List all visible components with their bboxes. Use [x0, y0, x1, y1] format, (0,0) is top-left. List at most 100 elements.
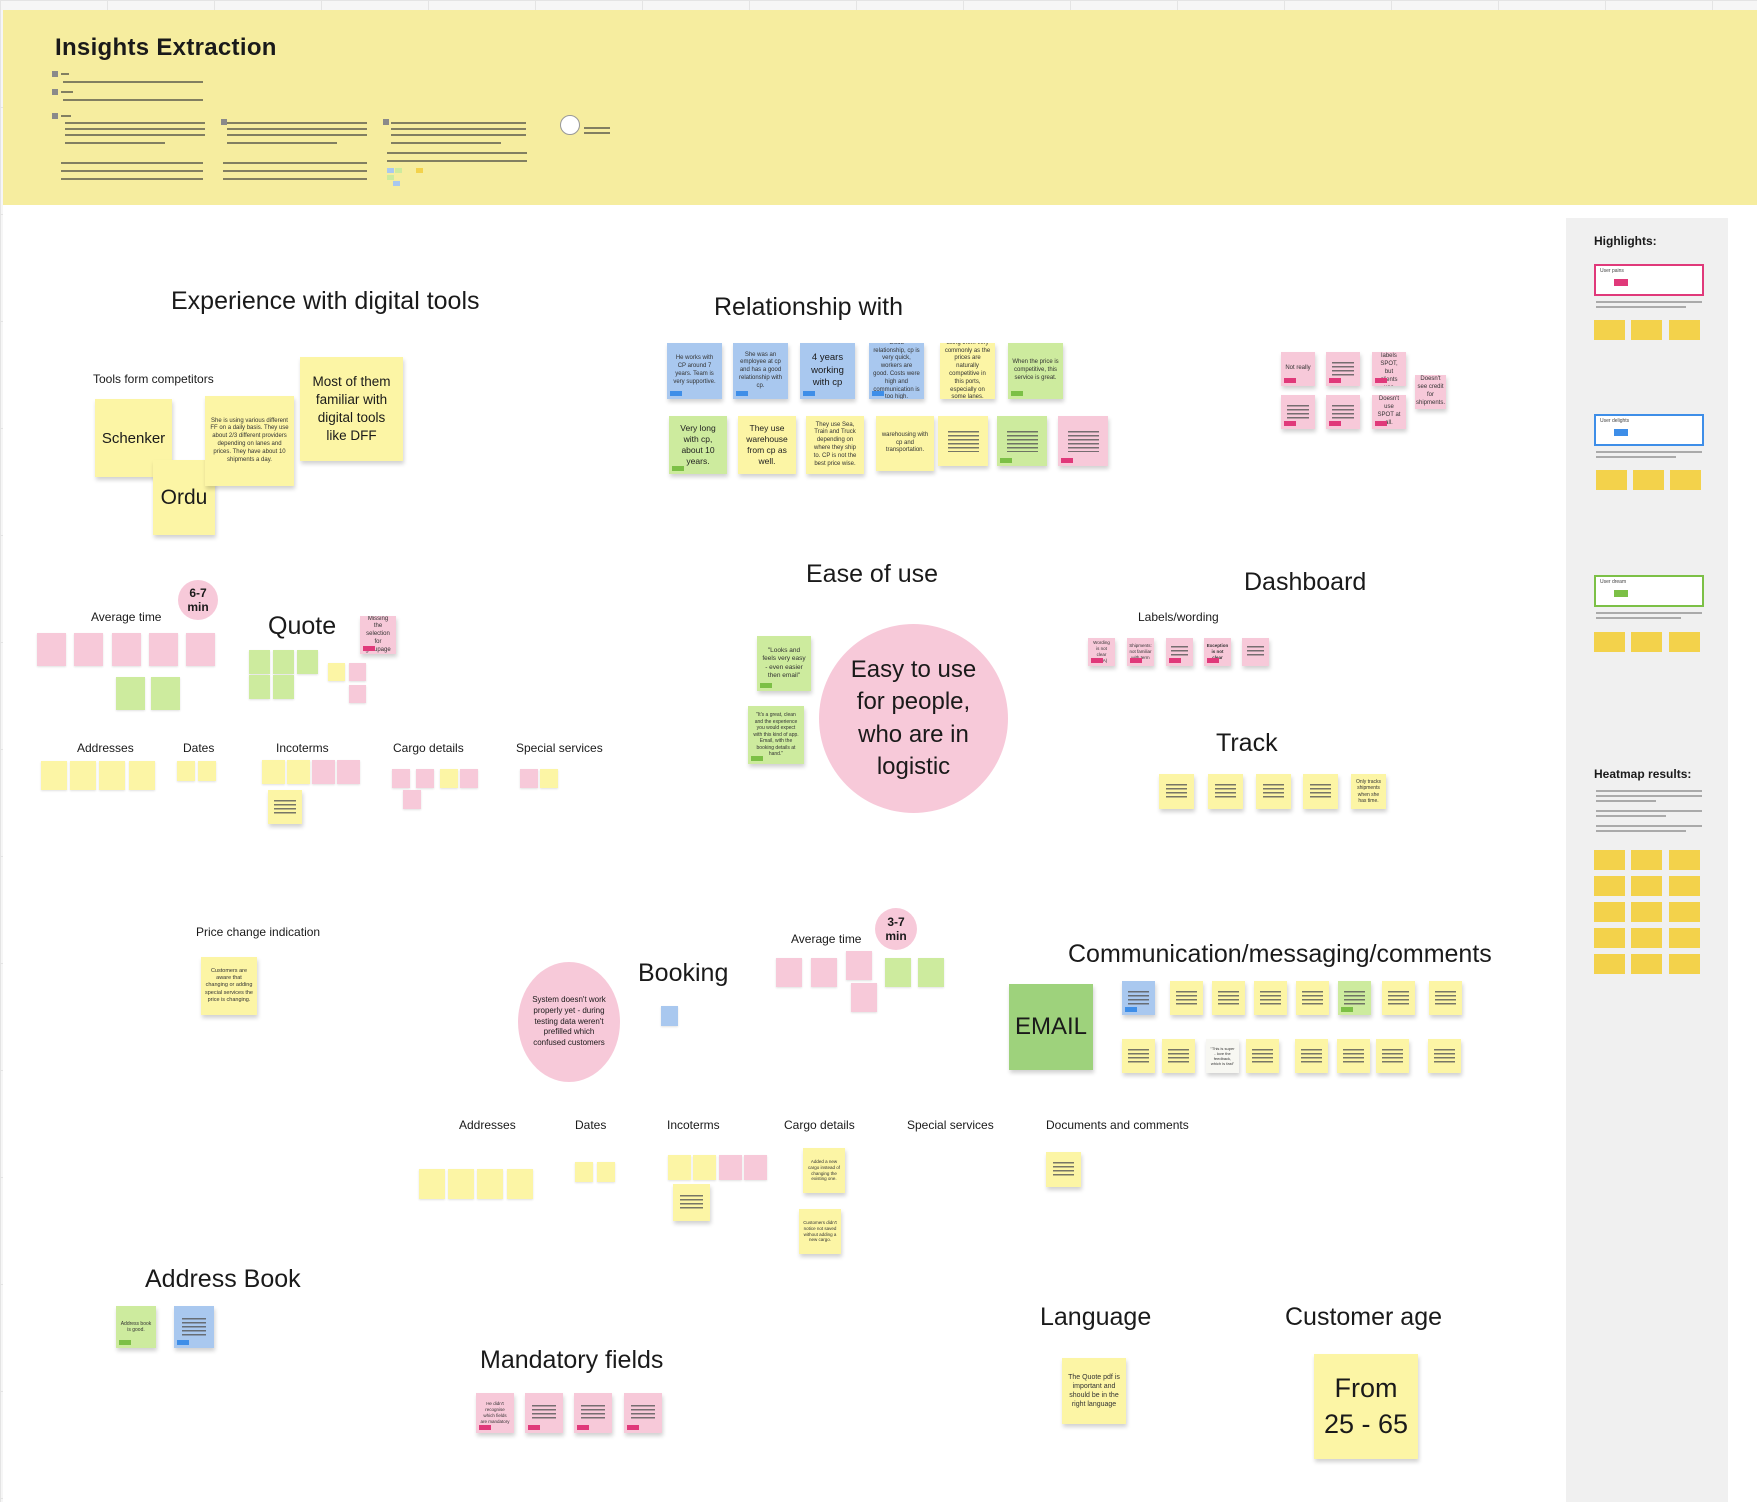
communication-sticky[interactable]	[1254, 981, 1287, 1015]
communication-sticky[interactable]	[1338, 981, 1371, 1015]
dashboard-sticky[interactable]: Wording is not clear (ETA)	[1088, 638, 1115, 666]
quote-address-sticky[interactable]	[129, 761, 155, 790]
booking-documents-note[interactable]	[1046, 1152, 1081, 1187]
quote-special-sticky[interactable]	[540, 769, 558, 788]
communication-sticky[interactable]	[1122, 981, 1155, 1015]
quote-sticky[interactable]	[273, 675, 294, 699]
communication-sticky[interactable]	[1170, 981, 1203, 1015]
mandatory-sticky[interactable]	[574, 1393, 612, 1433]
communication-sticky[interactable]	[1428, 1039, 1461, 1073]
heatmap-sticky[interactable]	[1669, 902, 1700, 922]
booking-time-sticky[interactable]	[918, 958, 944, 987]
sticky-relationship[interactable]: They use warehouse from cp as well.	[738, 416, 796, 474]
header-banner[interactable]: Insights Extraction	[3, 10, 1757, 205]
communication-sticky[interactable]	[1337, 1039, 1370, 1073]
sticky-unlabeled[interactable]: Not labels SPOT, but clients use	[1372, 352, 1406, 386]
communication-sticky[interactable]	[1429, 981, 1462, 1015]
highlight-card-delights[interactable]: User delights	[1594, 414, 1704, 446]
track-sticky[interactable]	[1159, 774, 1194, 809]
sticky-unlabeled[interactable]: Not really	[1281, 352, 1315, 386]
sticky-unlabeled[interactable]	[1281, 395, 1315, 429]
heatmap-sticky[interactable]	[1631, 954, 1662, 974]
highlight-sticky[interactable]	[1631, 632, 1662, 652]
heatmap-sticky[interactable]	[1594, 954, 1625, 974]
quote-sticky[interactable]	[249, 650, 270, 674]
sticky-relationship[interactable]: When the price is competitive, this serv…	[1008, 343, 1063, 399]
booking-address-sticky[interactable]	[419, 1169, 445, 1199]
price-change-sticky[interactable]: Customers are aware that changing or add…	[201, 957, 257, 1015]
sticky-email[interactable]: EMAIL	[1009, 984, 1093, 1070]
sticky-schenker[interactable]: Schenker	[95, 399, 172, 477]
booking-cargo-note[interactable]: Customers didn't notice not saved withou…	[799, 1209, 841, 1254]
highlight-sticky[interactable]	[1594, 632, 1625, 652]
quote-sticky[interactable]	[328, 663, 345, 681]
customer-age-sticky[interactable]: From 25 - 65	[1314, 1354, 1418, 1459]
sticky-relationship[interactable]: She was an employee at cp and has a good…	[733, 343, 788, 399]
language-sticky[interactable]: The Quote pdf is important and should be…	[1062, 1358, 1126, 1424]
quote-incoterm-note[interactable]	[268, 790, 302, 824]
heatmap-sticky[interactable]	[1669, 876, 1700, 896]
booking-address-sticky[interactable]	[448, 1169, 474, 1199]
booking-incoterm-sticky[interactable]	[693, 1155, 716, 1180]
track-sticky[interactable]	[1303, 774, 1338, 809]
heatmap-sticky[interactable]	[1669, 928, 1700, 948]
address-book-sticky[interactable]	[174, 1306, 214, 1348]
ease-circle[interactable]: Easy to use for people, who are in logis…	[819, 624, 1008, 813]
quote-address-sticky[interactable]	[41, 761, 67, 790]
sticky-relationship[interactable]: Very long with cp, about 10 years.	[669, 416, 727, 474]
booking-date-sticky[interactable]	[575, 1162, 593, 1182]
communication-sticky[interactable]: "This is super - love the feedback, whic…	[1206, 1039, 1239, 1073]
sticky-relationship[interactable]: They use Sea, Train and Truck depending …	[806, 416, 864, 474]
quote-incoterm-sticky[interactable]	[287, 760, 310, 784]
highlight-sticky[interactable]	[1594, 320, 1625, 340]
quote-incoterm-sticky[interactable]	[262, 760, 285, 784]
mandatory-sticky[interactable]	[525, 1393, 563, 1433]
heatmap-sticky[interactable]	[1631, 850, 1662, 870]
mandatory-sticky[interactable]	[624, 1393, 662, 1433]
communication-sticky[interactable]	[1122, 1039, 1155, 1073]
highlight-sticky[interactable]	[1596, 470, 1627, 490]
communication-sticky[interactable]	[1212, 981, 1245, 1015]
quote-cargo-sticky[interactable]	[403, 790, 421, 809]
quote-cargo-sticky[interactable]	[392, 769, 410, 788]
communication-sticky[interactable]	[1382, 981, 1415, 1015]
quote-sticky[interactable]	[297, 650, 318, 674]
sticky-competitors-detail[interactable]: She is using various different FF on a d…	[205, 396, 294, 486]
quote-sticky[interactable]	[273, 650, 294, 674]
dashboard-sticky[interactable]: Shipments: not familiar with term	[1127, 638, 1154, 666]
booking-cargo-note[interactable]: Added a new cargo instead of changing th…	[803, 1148, 845, 1193]
highlight-sticky[interactable]	[1669, 632, 1700, 652]
communication-sticky[interactable]	[1296, 981, 1329, 1015]
quote-special-sticky[interactable]	[520, 769, 538, 788]
sticky-relationship[interactable]: 4 years working with cp	[800, 343, 855, 399]
quote-time-sticky[interactable]	[74, 633, 103, 666]
sticky-relationship[interactable]: using them very commonly as the prices a…	[940, 343, 995, 399]
heatmap-sticky[interactable]	[1594, 928, 1625, 948]
quote-cargo-sticky[interactable]	[416, 769, 434, 788]
quote-sticky[interactable]	[349, 685, 366, 703]
booking-time-sticky[interactable]	[885, 958, 911, 987]
heatmap-sticky[interactable]	[1669, 954, 1700, 974]
sticky-relationship[interactable]: Good relationship, cp is very quick, wor…	[869, 343, 924, 399]
quote-address-sticky[interactable]	[99, 761, 125, 790]
booking-time-sticky[interactable]	[851, 983, 877, 1012]
sticky-relationship[interactable]	[938, 416, 988, 466]
booking-incoterm-note[interactable]	[673, 1184, 710, 1221]
heatmap-sticky[interactable]	[1631, 928, 1662, 948]
booking-address-sticky[interactable]	[507, 1169, 533, 1199]
dashboard-sticky[interactable]	[1166, 638, 1193, 666]
quote-time-sticky[interactable]	[149, 633, 178, 666]
booking-sticky[interactable]	[661, 1006, 678, 1026]
heatmap-sticky[interactable]	[1631, 902, 1662, 922]
heatmap-sticky[interactable]	[1669, 850, 1700, 870]
quote-time-sticky[interactable]	[116, 677, 145, 710]
booking-issue-circle[interactable]: System doesn't work properly yet - durin…	[518, 962, 620, 1082]
quote-time-sticky[interactable]	[37, 633, 66, 666]
quote-date-sticky[interactable]	[198, 761, 216, 781]
quote-incoterm-sticky[interactable]	[312, 760, 335, 784]
track-sticky[interactable]	[1256, 774, 1291, 809]
quote-cargo-sticky[interactable]	[460, 769, 478, 788]
highlight-sticky[interactable]	[1631, 320, 1662, 340]
communication-sticky[interactable]	[1295, 1039, 1328, 1073]
quote-sticky[interactable]	[249, 675, 270, 699]
